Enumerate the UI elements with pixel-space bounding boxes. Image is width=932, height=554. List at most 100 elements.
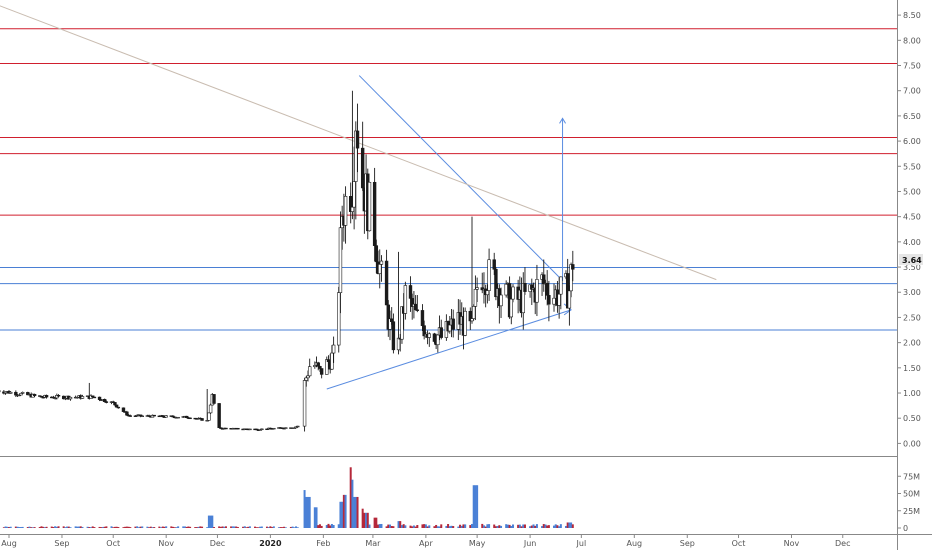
volume-bar bbox=[234, 526, 236, 528]
volume-bar bbox=[80, 526, 82, 528]
volume-bar bbox=[259, 527, 261, 528]
last-price-label: 3.64 bbox=[902, 256, 922, 265]
time-tick-label: Dec bbox=[835, 539, 850, 548]
volume-bar bbox=[471, 524, 473, 528]
volume-bar bbox=[483, 525, 485, 528]
volume-bar bbox=[63, 526, 65, 528]
candle-body bbox=[319, 366, 322, 368]
volume-bar bbox=[29, 527, 31, 528]
volume-bar bbox=[546, 526, 548, 528]
candle-body bbox=[305, 378, 308, 381]
volume-bar bbox=[379, 524, 381, 528]
volume-bar bbox=[66, 527, 68, 528]
volume-bar bbox=[409, 526, 411, 528]
candle-body bbox=[129, 416, 132, 417]
volume-bar bbox=[314, 507, 316, 528]
candle-body bbox=[500, 295, 503, 306]
volume-bar bbox=[476, 485, 478, 528]
volume-bar bbox=[122, 527, 124, 528]
candle-body bbox=[33, 394, 36, 395]
time-tick-label: Jun bbox=[523, 539, 537, 548]
volume-bar bbox=[321, 526, 323, 528]
candle-body bbox=[93, 397, 96, 398]
candle-body bbox=[21, 392, 24, 393]
candle-body bbox=[440, 328, 443, 338]
volume-bar bbox=[237, 527, 239, 528]
time-tick-label: Sep bbox=[680, 539, 695, 548]
volume-bar bbox=[524, 524, 526, 528]
candle-body bbox=[414, 304, 417, 310]
volume-bar bbox=[391, 526, 393, 528]
volume-bar bbox=[22, 527, 24, 528]
volume-bar bbox=[198, 527, 200, 528]
price-tick-label: 5.00 bbox=[903, 187, 921, 196]
volume-bar bbox=[266, 527, 268, 528]
volume-bar bbox=[331, 524, 333, 528]
candle-body bbox=[117, 407, 120, 408]
price-tick-label: 6.50 bbox=[903, 112, 921, 121]
volume-bar bbox=[102, 527, 104, 528]
candle-body bbox=[344, 196, 347, 225]
candle-body bbox=[571, 264, 574, 269]
time-tick-label: May bbox=[469, 539, 486, 548]
candle-body bbox=[368, 182, 371, 231]
volume-bar bbox=[449, 526, 451, 528]
volume-bar bbox=[357, 497, 359, 528]
volume-bar bbox=[141, 526, 143, 528]
volume-bar bbox=[341, 502, 343, 528]
volume-bar bbox=[474, 485, 476, 528]
candle-body bbox=[114, 402, 117, 405]
volume-bar bbox=[269, 526, 271, 528]
volume-bar bbox=[495, 526, 497, 528]
time-tick-label: Nov bbox=[784, 539, 800, 548]
time-tick-label: Nov bbox=[158, 539, 174, 548]
candle-body bbox=[428, 334, 431, 338]
volume-bar bbox=[111, 526, 113, 528]
volume-bar bbox=[401, 525, 403, 528]
volume-bar bbox=[245, 527, 247, 528]
upper-falling-trendline bbox=[359, 76, 559, 278]
volume-bar bbox=[295, 526, 297, 528]
volume-bar bbox=[568, 522, 570, 528]
volume-bar bbox=[319, 524, 321, 528]
volume-bar bbox=[386, 526, 388, 528]
candle-body bbox=[558, 294, 561, 305]
time-tick-label: Feb bbox=[316, 539, 330, 548]
volume-bar bbox=[567, 522, 569, 528]
volume-bar bbox=[70, 527, 72, 528]
volume-bar bbox=[493, 525, 495, 528]
time-tick-label: 2020 bbox=[259, 539, 282, 548]
volume-bar bbox=[160, 527, 162, 528]
candle-body bbox=[505, 284, 508, 295]
volume-bar bbox=[316, 507, 318, 528]
volume-bar bbox=[148, 527, 150, 528]
volume-bar bbox=[485, 527, 487, 528]
candle-body bbox=[546, 283, 549, 295]
volume-bar bbox=[339, 502, 341, 528]
candle-body bbox=[317, 363, 320, 367]
candle-body bbox=[464, 311, 467, 335]
volume-bar bbox=[211, 516, 213, 528]
candle-body bbox=[397, 338, 400, 350]
volume-bar bbox=[338, 524, 340, 528]
volume-bar bbox=[374, 518, 376, 528]
volume-bar bbox=[187, 526, 189, 528]
price-tick-label: 8.50 bbox=[903, 11, 921, 20]
volume-pane bbox=[0, 467, 574, 528]
volume-bar bbox=[257, 527, 259, 528]
candle-body bbox=[57, 395, 60, 396]
volume-bar bbox=[389, 525, 391, 528]
volume-bar bbox=[447, 524, 449, 528]
volume-bar bbox=[126, 527, 128, 528]
candle-body bbox=[320, 369, 323, 375]
volume-bar bbox=[297, 527, 299, 528]
volume-bar bbox=[548, 525, 550, 528]
volume-bar bbox=[30, 527, 32, 528]
candle-body bbox=[421, 310, 424, 325]
volume-bar bbox=[56, 527, 58, 528]
candle-body bbox=[536, 279, 539, 302]
candle-body bbox=[201, 418, 204, 420]
volume-bar bbox=[34, 527, 36, 528]
time-tick-label: Apr bbox=[419, 539, 434, 548]
